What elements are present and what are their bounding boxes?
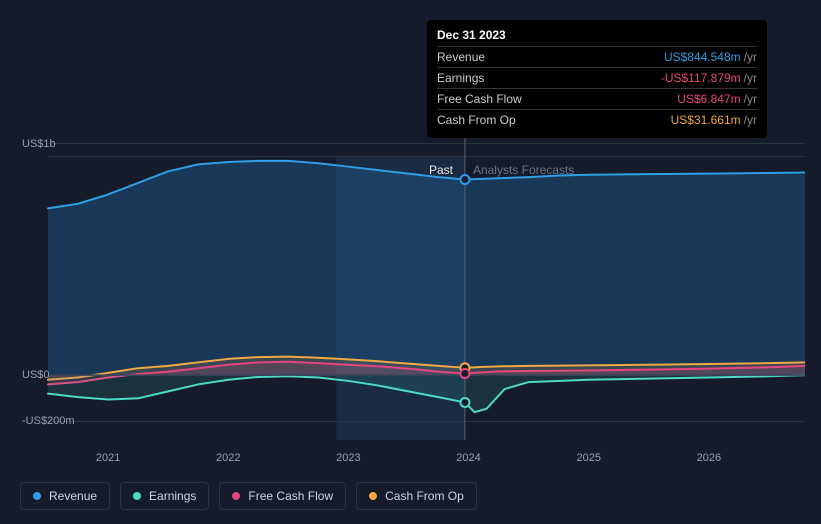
tooltip-row: Revenue US$844.548m/yr	[437, 46, 757, 67]
tooltip-row: Cash From Op US$31.661m/yr	[437, 109, 757, 130]
legend-dot-icon	[133, 492, 141, 500]
x-axis-tick: 2022	[216, 452, 240, 464]
y-axis-tick: US$0	[22, 369, 50, 381]
tooltip-metric-value: US$844.548m/yr	[664, 50, 757, 64]
tooltip-metric-value: -US$117.879m/yr	[661, 71, 757, 85]
legend-label: Free Cash Flow	[248, 489, 333, 503]
x-axis-tick: 2026	[697, 452, 721, 464]
legend: Revenue Earnings Free Cash Flow Cash From O…	[20, 482, 477, 510]
tooltip-metric-label: Cash From Op	[437, 113, 516, 127]
label-forecast: Analysts Forecasts	[473, 163, 574, 177]
legend-item[interactable]: Free Cash Flow	[219, 482, 346, 510]
legend-dot-icon	[369, 492, 377, 500]
tooltip-metric-label: Revenue	[437, 50, 485, 64]
x-axis-tick: 2023	[336, 452, 360, 464]
x-axis-tick: 2025	[576, 452, 600, 464]
legend-item[interactable]: Earnings	[120, 482, 209, 510]
legend-label: Cash From Op	[385, 489, 464, 503]
x-axis-tick: 2021	[96, 452, 120, 464]
y-axis-tick: US$1b	[22, 138, 56, 150]
chart-tooltip: Dec 31 2023 Revenue US$844.548m/yr Earning…	[427, 20, 767, 138]
legend-item[interactable]: Revenue	[20, 482, 110, 510]
tooltip-date: Dec 31 2023	[437, 28, 757, 42]
tooltip-metric-label: Earnings	[437, 71, 484, 85]
tooltip-row: Free Cash Flow US$6.847m/yr	[437, 88, 757, 109]
tooltip-metric-value: US$31.661m/yr	[671, 113, 757, 127]
series-marker	[460, 175, 469, 184]
chart-plot	[16, 125, 805, 470]
tooltip-row: Earnings -US$117.879m/yr	[437, 67, 757, 88]
legend-item[interactable]: Cash From Op	[356, 482, 477, 510]
legend-label: Revenue	[49, 489, 97, 503]
series-marker	[460, 369, 469, 378]
chart[interactable]: US$1bUS$0-US$200m 2021202220232024202520…	[16, 125, 805, 440]
tooltip-metric-value: US$6.847m/yr	[677, 92, 757, 106]
legend-dot-icon	[33, 492, 41, 500]
tooltip-metric-label: Free Cash Flow	[437, 92, 522, 106]
label-past: Past	[429, 163, 453, 177]
y-axis-tick: -US$200m	[22, 415, 75, 427]
legend-dot-icon	[232, 492, 240, 500]
x-axis-tick: 2024	[456, 452, 480, 464]
series-marker	[460, 398, 469, 407]
legend-label: Earnings	[149, 489, 196, 503]
